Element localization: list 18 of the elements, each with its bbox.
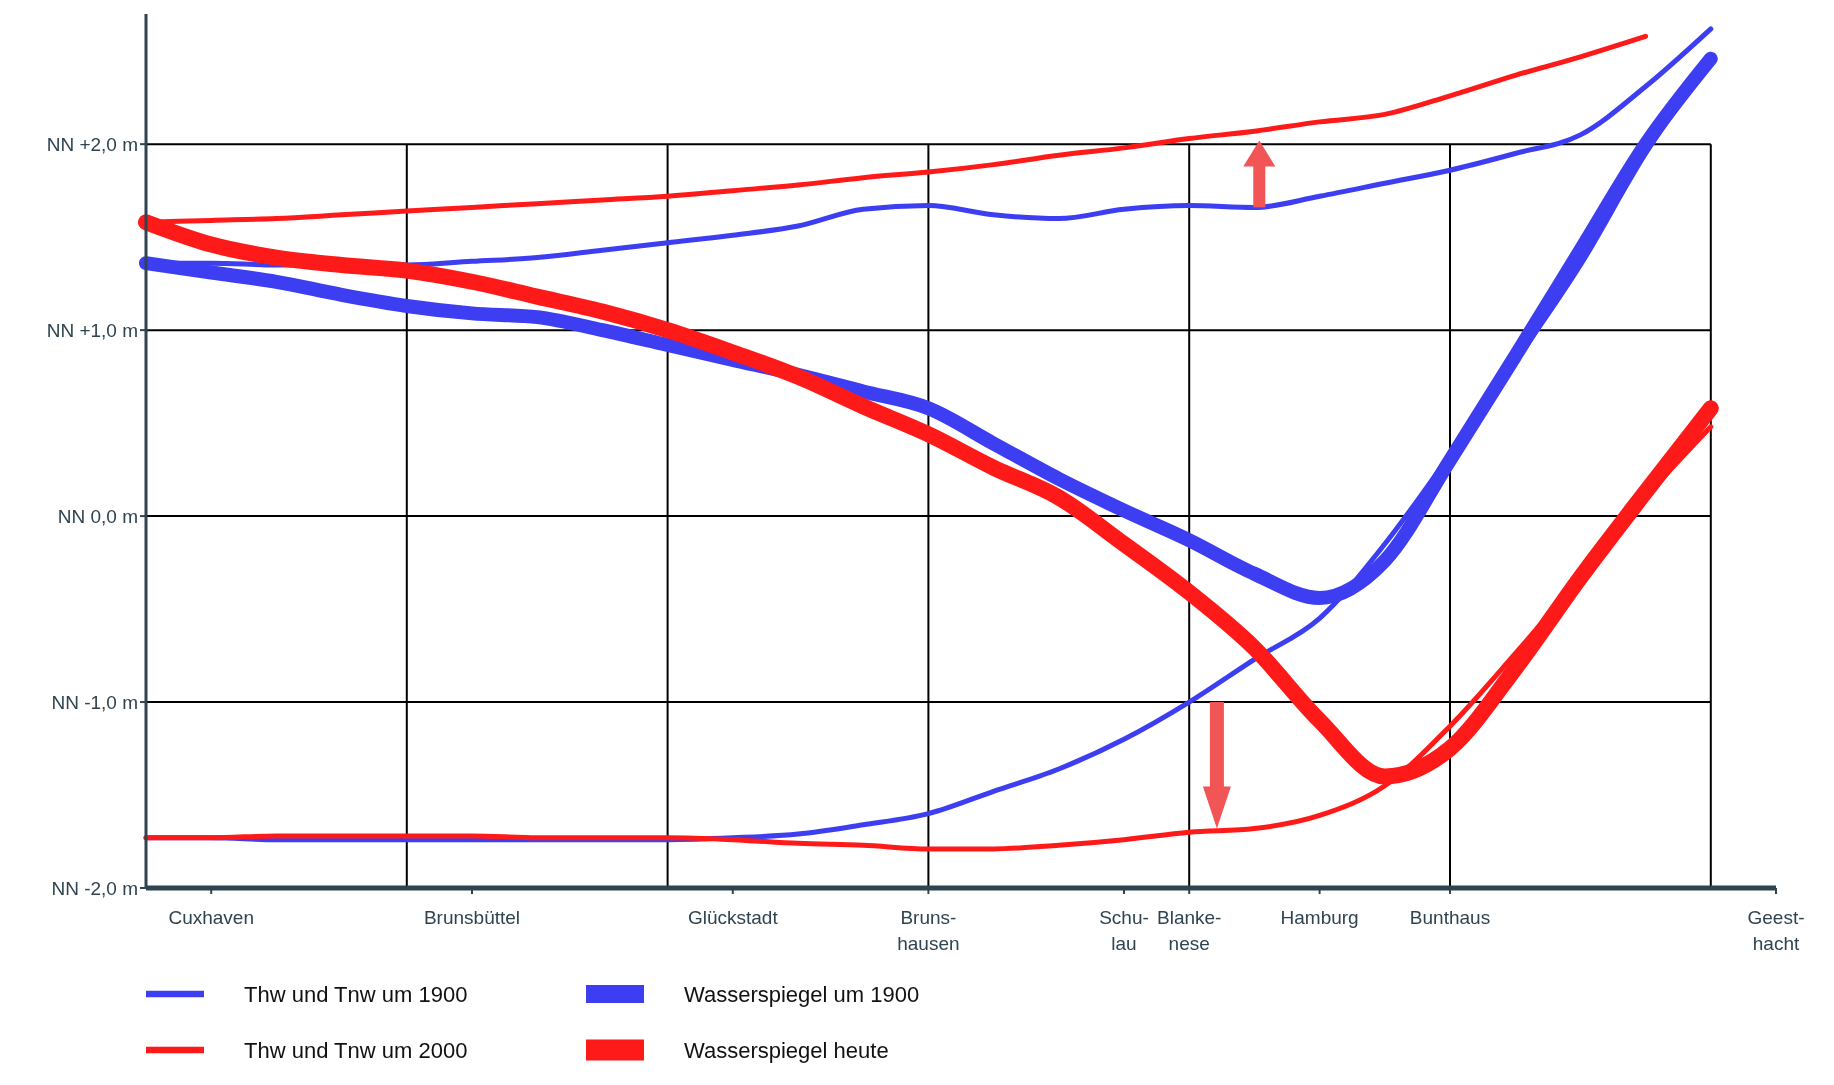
x-tick-label: Bruns- hausen [897, 907, 960, 954]
y-tick-label: NN -1,0 m [51, 691, 138, 713]
x-tick-label: Schu- lau [1099, 907, 1149, 954]
legend-label: Wasserspiegel um 1900 [684, 981, 920, 1007]
x-tick-label: Cuxhaven [168, 907, 254, 928]
legend-label: Wasserspiegel heute [684, 1037, 889, 1063]
x-tick-label: Bunthaus [1409, 907, 1491, 928]
y-tick-label: NN +2,0 m [46, 133, 138, 155]
y-tick-label: NN +1,0 m [46, 319, 138, 341]
x-tick-label: Brunsbüttel [423, 907, 521, 928]
y-tick-label: NN 0,0 m [57, 505, 138, 527]
x-tick-label: Hamburg [1280, 907, 1359, 928]
y-tick-label: NN -2,0 m [51, 877, 138, 899]
legend-label: Thw und Tnw um 2000 [244, 1037, 468, 1063]
x-tick-label: Blanke- nese [1156, 907, 1222, 954]
legend-label: Thw und Tnw um 1900 [244, 981, 468, 1007]
x-tick-label: Glückstadt [687, 907, 779, 928]
x-tick-label: Geest- hacht [1747, 907, 1805, 954]
